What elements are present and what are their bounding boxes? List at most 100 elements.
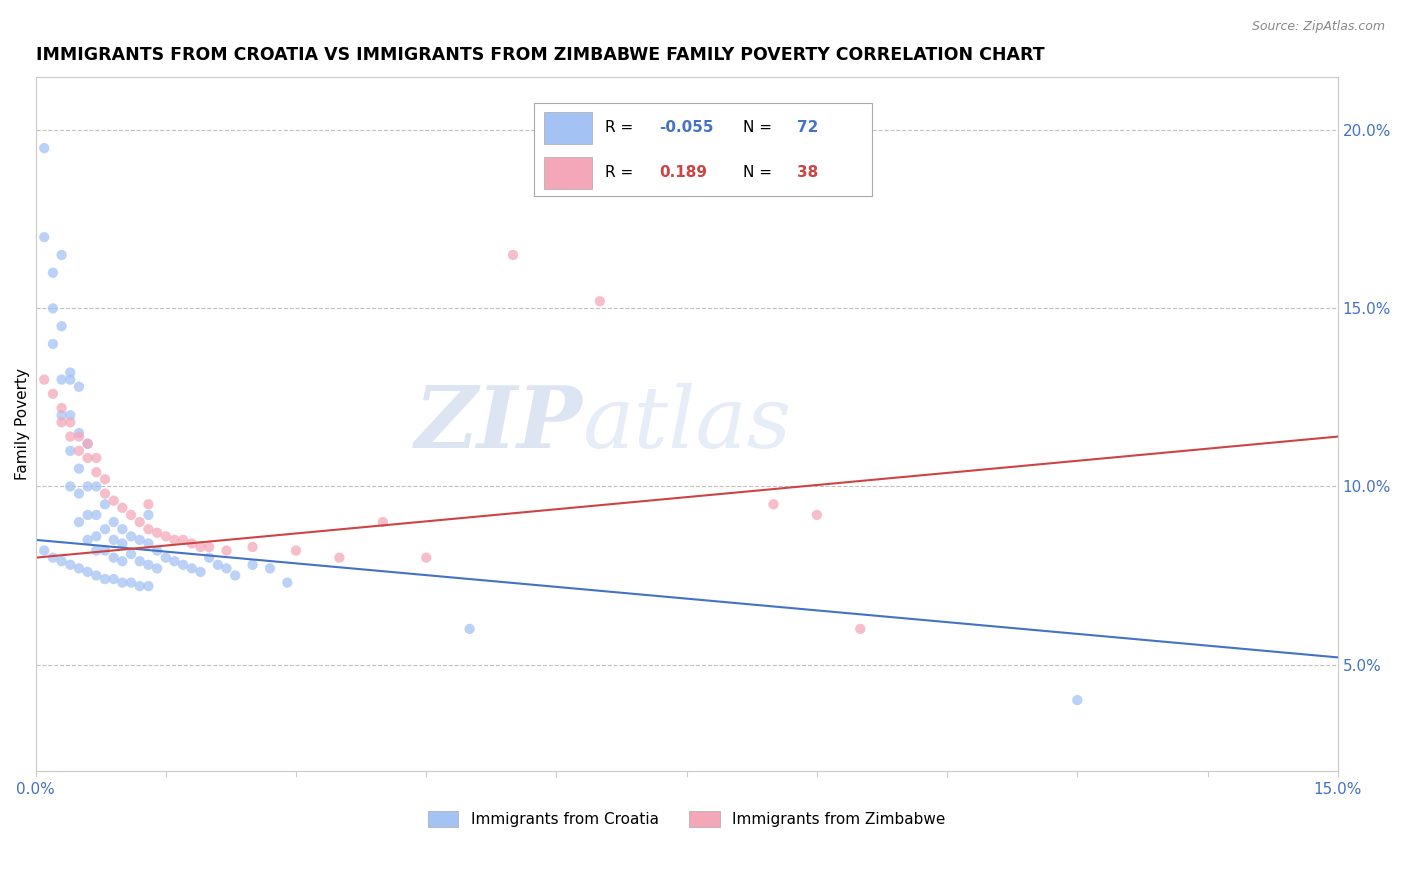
Point [86, 568, 108, 582]
Point [138, 522, 160, 536]
Point [59, 408, 82, 422]
Point [163, 533, 186, 547]
Point [94, 572, 117, 586]
Point [86, 508, 108, 522]
Point [215, 561, 238, 575]
Point [128, 515, 150, 529]
Point [155, 550, 177, 565]
Point [59, 366, 82, 380]
Text: -0.055: -0.055 [659, 120, 714, 136]
Point [276, 575, 298, 590]
Point [94, 472, 117, 486]
Point [146, 561, 169, 575]
Point [76, 436, 98, 450]
Point [146, 525, 169, 540]
Point [371, 515, 394, 529]
Point [94, 497, 117, 511]
Point [32, 373, 55, 387]
Point [128, 579, 150, 593]
Point [59, 479, 82, 493]
Point [762, 497, 785, 511]
Point [103, 493, 125, 508]
Point [190, 565, 212, 579]
Point [32, 543, 55, 558]
Point [138, 497, 160, 511]
Point [76, 533, 98, 547]
Point [51, 415, 73, 429]
Point [128, 554, 150, 568]
Point [59, 415, 82, 429]
Point [242, 540, 264, 554]
Point [86, 543, 108, 558]
Point [103, 515, 125, 529]
Point [51, 401, 73, 416]
Point [1066, 693, 1088, 707]
Point [51, 408, 73, 422]
Point [59, 558, 82, 572]
Point [120, 575, 142, 590]
Point [172, 558, 194, 572]
Text: N =: N = [744, 165, 778, 180]
Point [67, 380, 90, 394]
Point [32, 230, 55, 244]
Text: IMMIGRANTS FROM CROATIA VS IMMIGRANTS FROM ZIMBABWE FAMILY POVERTY CORRELATION C: IMMIGRANTS FROM CROATIA VS IMMIGRANTS FR… [35, 46, 1045, 64]
Point [42, 337, 65, 351]
Point [42, 387, 65, 401]
Point [163, 554, 186, 568]
Point [285, 543, 308, 558]
Point [59, 429, 82, 443]
Point [146, 543, 169, 558]
Text: Source: ZipAtlas.com: Source: ZipAtlas.com [1251, 20, 1385, 33]
Point [128, 533, 150, 547]
Point [111, 554, 134, 568]
Point [59, 443, 82, 458]
Text: ZIP: ZIP [415, 383, 582, 466]
Point [415, 550, 437, 565]
Point [67, 515, 90, 529]
Point [111, 575, 134, 590]
Point [51, 373, 73, 387]
Point [86, 465, 108, 479]
Point [42, 550, 65, 565]
Point [589, 294, 612, 309]
Point [138, 508, 160, 522]
Text: R =: R = [605, 120, 638, 136]
Text: atlas: atlas [582, 383, 792, 466]
Point [172, 533, 194, 547]
Point [86, 479, 108, 493]
Point [103, 572, 125, 586]
Point [806, 508, 828, 522]
Legend: Immigrants from Croatia, Immigrants from Zimbabwe: Immigrants from Croatia, Immigrants from… [422, 805, 952, 833]
Point [76, 436, 98, 450]
Point [51, 248, 73, 262]
Point [42, 266, 65, 280]
Point [94, 543, 117, 558]
Point [76, 450, 98, 465]
Point [32, 141, 55, 155]
Point [76, 479, 98, 493]
Point [849, 622, 872, 636]
Point [198, 550, 221, 565]
Point [215, 543, 238, 558]
Point [224, 568, 246, 582]
Point [76, 565, 98, 579]
Point [51, 554, 73, 568]
Point [207, 558, 229, 572]
Point [198, 540, 221, 554]
Point [120, 547, 142, 561]
Point [103, 550, 125, 565]
Point [242, 558, 264, 572]
Point [76, 508, 98, 522]
Point [67, 443, 90, 458]
Point [502, 248, 524, 262]
Bar [544, 112, 592, 144]
Point [94, 522, 117, 536]
Bar [544, 157, 592, 189]
Point [42, 301, 65, 316]
Text: R =: R = [605, 165, 638, 180]
Point [180, 536, 202, 550]
Text: 38: 38 [797, 165, 818, 180]
Point [190, 540, 212, 554]
Point [86, 529, 108, 543]
Point [155, 529, 177, 543]
